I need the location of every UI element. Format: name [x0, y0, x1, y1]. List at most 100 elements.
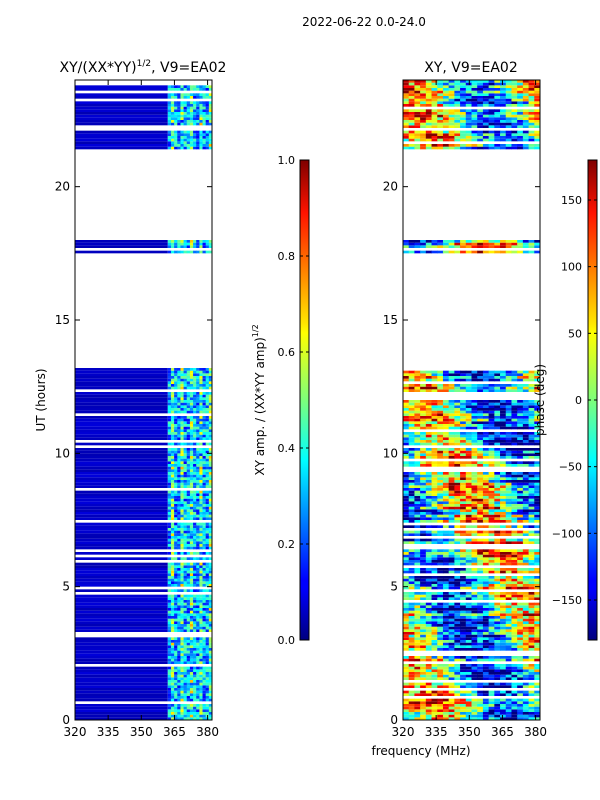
amplitude-cell-high	[196, 400, 200, 403]
phase-cell	[471, 245, 478, 248]
phase-cell	[488, 370, 495, 374]
phase-cell	[471, 405, 478, 408]
phase-cell	[471, 448, 478, 451]
amplitude-cell-high	[180, 114, 185, 118]
phase-cell	[482, 656, 490, 659]
phase-cell	[488, 474, 495, 478]
amplitude-cell-high	[174, 688, 178, 691]
phase-cell	[442, 488, 450, 491]
phase-cell	[477, 485, 484, 488]
phase-cell	[534, 490, 540, 494]
phase-cell	[420, 242, 427, 246]
phase-cell	[403, 504, 410, 507]
phase-cell	[448, 704, 455, 707]
phase-cell	[471, 645, 478, 648]
phase-cell	[437, 674, 444, 678]
phase-cell	[494, 245, 501, 248]
amplitude-cell-high	[205, 680, 210, 683]
amplitude-cell-high	[193, 485, 197, 488]
phase-cell	[442, 581, 450, 584]
phase-cell	[494, 501, 501, 504]
amplitude-cell-high	[193, 386, 197, 390]
phase-cell	[477, 421, 484, 424]
phase-cell	[505, 552, 512, 555]
phase-cell	[500, 136, 507, 139]
amplitude-cell-high	[199, 117, 204, 120]
phase-cell	[488, 605, 495, 608]
phase-cell	[477, 576, 484, 579]
amplitude-cell-high	[170, 530, 175, 534]
phase-cell	[437, 704, 444, 707]
phase-cell	[431, 437, 438, 440]
amplitude-cell-high	[170, 456, 175, 459]
amplitude-cell-high	[170, 669, 175, 672]
phase-cell	[482, 418, 490, 422]
phase-cell	[517, 554, 524, 558]
phase-cell	[465, 664, 472, 667]
amplitude-cell-high	[186, 109, 191, 112]
amplitude-cell-high	[177, 434, 181, 438]
phase-cell	[511, 138, 518, 142]
amplitude-cell-high	[170, 680, 175, 683]
amplitude-cell-high	[186, 552, 191, 555]
phase-cell	[460, 240, 467, 243]
phase-cell	[454, 477, 461, 480]
phase-cell	[442, 416, 450, 419]
phase-cell	[494, 405, 501, 408]
amplitude-cell-high	[205, 381, 210, 384]
amplitude-cell-high	[196, 616, 200, 619]
phase-cell	[522, 586, 530, 590]
amplitude-cell-high	[196, 581, 200, 584]
amplitude-cell-low	[75, 573, 168, 576]
amplitude-cell-high	[183, 373, 188, 376]
amplitude-cell-high	[183, 506, 188, 510]
amplitude-cell-high	[167, 136, 172, 139]
phase-cell	[414, 384, 421, 387]
phase-cell	[425, 389, 433, 392]
amplitude-cell-high	[167, 88, 172, 91]
phase-cell	[511, 714, 518, 718]
phase-cell	[442, 637, 450, 640]
phase-cell	[522, 581, 530, 584]
amplitude-cell-high	[180, 504, 185, 507]
amplitude-cell-high	[186, 418, 191, 422]
phase-cell	[442, 624, 450, 627]
phase-cell	[431, 432, 438, 435]
phase-cell	[442, 440, 450, 443]
amplitude-cell-low	[75, 568, 168, 571]
amplitude-cell-high	[170, 696, 175, 699]
amplitude-cell-high	[177, 605, 181, 608]
amplitude-cell-high	[189, 400, 194, 403]
amplitude-cell-high	[186, 397, 191, 400]
phase-cell	[517, 672, 524, 675]
amplitude-cell-high	[189, 688, 194, 691]
phase-cell	[500, 501, 507, 504]
phase-cell	[420, 408, 427, 411]
phase-cell	[471, 501, 478, 504]
phase-cell	[460, 570, 467, 574]
phase-cell	[408, 136, 415, 139]
phase-cell	[403, 506, 410, 510]
phase-cell	[482, 666, 490, 670]
phase-cell	[517, 434, 524, 438]
phase-cell	[408, 418, 415, 422]
phase-cell	[425, 512, 433, 515]
phase-cell	[465, 482, 472, 486]
amplitude-cell-high	[183, 581, 188, 584]
phase-cell	[465, 384, 472, 387]
phase-cell	[534, 677, 540, 680]
amplitude-cell-high	[180, 536, 185, 539]
phase-cell	[460, 456, 467, 459]
amplitude-cell-high	[186, 96, 191, 99]
amplitude-cell-high	[174, 464, 178, 467]
amplitude-cell-high	[205, 450, 210, 454]
phase-cell	[414, 386, 421, 390]
phase-cell	[534, 517, 540, 520]
amplitude-cell-high	[174, 405, 178, 408]
amplitude-cell-low	[75, 133, 168, 136]
phase-cell	[442, 533, 450, 536]
amplitude-cell-high	[202, 144, 207, 147]
amplitude-cell-high	[199, 642, 204, 646]
amplitude-cell-high	[180, 424, 185, 427]
phase-cell	[500, 538, 507, 542]
